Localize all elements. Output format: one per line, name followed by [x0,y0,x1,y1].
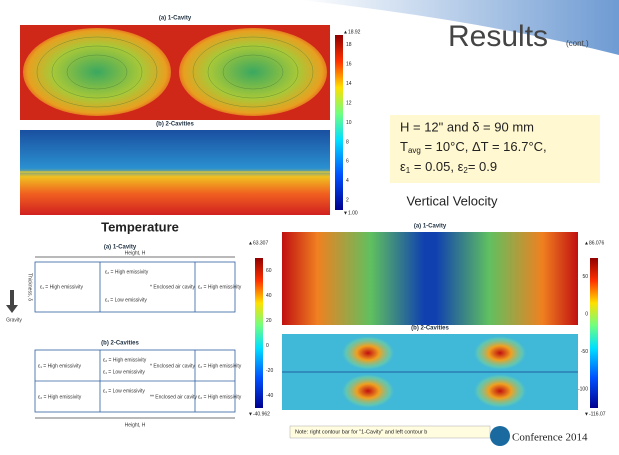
blob [472,373,528,409]
colorbar-tick: 8 [346,139,349,145]
subtitle: (cont.) [566,39,589,48]
emissivity: ε₁ = Low emissivity [103,369,145,375]
emissivity: ε₁ = High emissivity [38,363,81,369]
blob [340,373,396,409]
t: = 0.9 [468,159,497,174]
t: T [400,139,408,154]
emissivity: ε₂ = High emissivity [105,269,149,275]
swoosh [300,0,619,55]
enclosed: * Enclosed air cavity [150,284,196,290]
note-box [289,425,491,439]
schematic [34,256,236,419]
colorbar [255,258,263,408]
panel-label: (b) 2-Cavities [156,122,194,128]
colorbar-tick: -40 [266,393,273,399]
colorbar [590,258,598,408]
contours [36,36,314,108]
logo-globe [490,426,510,446]
colorbar-ticks: 60 40 20 0 -20 -40 [266,268,273,399]
thickness: Thickness, δ [27,273,33,301]
height: Height, H [125,250,146,256]
colorbar-min: ▼-40.962 [248,411,270,417]
param: H = 12" and δ = 90 mm [400,119,534,134]
colorbar-tick: 0 [266,343,269,349]
cell [23,28,171,116]
panel-label: (b) 2-Cavities [101,341,139,347]
colorbar-tick: 16 [346,61,352,67]
title: Results [448,20,548,53]
sub: 1 [406,166,411,175]
enclosed: ** Enclosed air cavity [150,394,197,400]
colorbar-min: ▼-116.07 [584,411,606,417]
colorbar-tick: 0 [585,312,588,318]
blob [472,335,528,371]
colorbar-tick: -100 [578,387,588,393]
t: = 0.05, ε [410,159,463,174]
velocity-a [282,232,578,325]
logo: Conference 2014 [512,432,588,444]
emissivity: ε₂ = High emissivity [103,357,147,363]
colorbar-tick: 10 [346,120,352,126]
emissivity: ε₁ = High emissivity [40,284,83,290]
emissivity: ε₂ = High emissivity [198,284,242,290]
colorbar-tick: 50 [582,274,588,280]
colorbar-max: ▲63.307 [248,240,268,246]
gravity-arrow [6,290,18,313]
colorbar-tick: 20 [266,318,272,324]
param: Tavg = 10°C, ΔT = 16.7°C, [400,139,547,155]
colorbar [335,35,343,210]
emissivity: ε₂ = High emissivity [38,394,82,400]
blob [340,335,396,371]
emissivity: ε₁ = Low emissivity [105,297,147,303]
heading: Temperature [101,219,179,234]
panel-label: (a) 1-Cavity [104,245,137,251]
param: ε1 = 0.05, ε2= 0.9 [400,159,497,175]
emissivity: ε₂ = High emissivity [198,394,242,400]
colorbar-ticks: 18 16 14 12 10 8 6 4 2 [346,42,352,204]
note: Note: right contour bar for "1-Cavity" a… [295,429,427,435]
colorbar-ticks: 50 0 -50 -100 [578,274,588,393]
param-box [390,115,600,183]
colorbar-tick: 40 [266,293,272,299]
colorbar-tick: 60 [266,268,272,274]
panel-label: (b) 2-Cavities [411,326,449,332]
emissivity: ε₁ = Low emissivity [103,388,145,394]
sub: 2 [463,166,468,175]
t: ε [400,159,406,174]
colorbar-min: ▼1.00 [343,210,358,216]
gravity: Gravity [6,317,22,323]
emissivity: ε₂ = High emissivity [198,363,242,369]
colorbar-tick: 12 [346,100,352,106]
t: = 10°C, ΔT = 16.7°C, [421,139,547,154]
heading: Vertical Velocity [406,193,498,208]
colorbar-max: ▲18.92 [343,29,361,35]
colorbar-tick: 18 [346,42,352,48]
colorbar-tick: 14 [346,81,352,87]
enclosed: * Enclosed air cavity [150,363,196,369]
colorbar-tick: -20 [266,368,273,374]
panel-label: (a) 1-Cavity [159,16,192,22]
colorbar-tick: 4 [346,178,349,184]
colorbar-tick: -50 [581,349,588,355]
colorbar-tick: 2 [346,198,349,204]
sub: avg [408,146,421,155]
panel-label: (a) 1-Cavity [414,224,447,230]
height: Height, H [125,422,146,428]
cell [179,28,327,116]
colorbar-tick: 6 [346,159,349,165]
colorbar-max: ▲86.076 [584,240,604,246]
